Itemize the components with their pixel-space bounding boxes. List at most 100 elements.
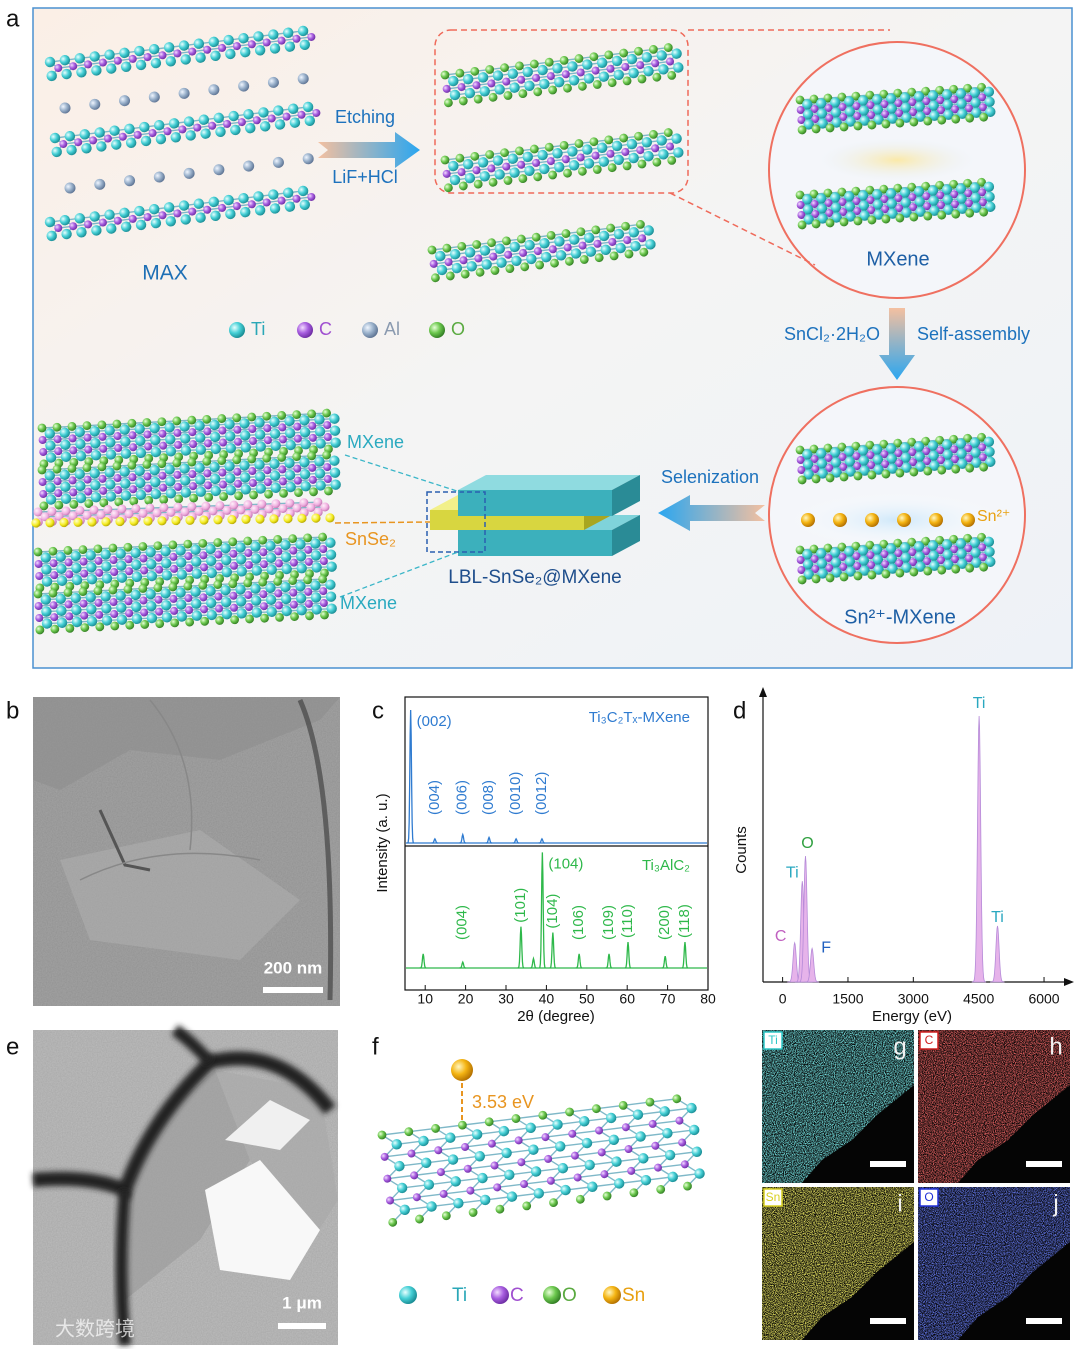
atom	[185, 515, 195, 525]
atom	[39, 489, 48, 498]
atom	[867, 470, 877, 480]
atom	[852, 102, 861, 111]
atom	[909, 203, 918, 212]
x-tick-label: 6000	[1028, 991, 1059, 1007]
peak-label: (118)	[676, 904, 693, 938]
atom	[811, 574, 821, 584]
atom	[119, 466, 130, 477]
atom	[319, 599, 328, 608]
layer-label: MXene	[340, 593, 397, 613]
atom	[857, 95, 869, 106]
atom	[802, 459, 814, 470]
atom	[168, 118, 180, 129]
atom	[45, 452, 57, 463]
map-signal	[918, 1187, 1070, 1340]
atom	[170, 564, 179, 573]
atom	[880, 450, 889, 459]
atom	[550, 258, 559, 268]
atom	[269, 43, 281, 54]
atom	[131, 601, 142, 613]
atom	[174, 440, 183, 449]
atom	[955, 183, 967, 194]
atom	[971, 557, 982, 568]
atom	[178, 87, 190, 99]
legend-label: C	[319, 319, 332, 339]
atom	[941, 184, 953, 195]
atom	[935, 535, 945, 545]
atom	[174, 494, 184, 504]
atom	[436, 1168, 445, 1177]
atom	[188, 207, 197, 216]
atom	[101, 615, 113, 626]
atom	[289, 558, 298, 567]
atom	[115, 590, 126, 601]
atom	[250, 553, 262, 564]
atom	[302, 153, 314, 165]
atom	[128, 214, 137, 223]
atom	[229, 500, 239, 510]
atom	[667, 1171, 678, 1183]
atom	[851, 441, 861, 451]
atom	[881, 119, 891, 129]
atom	[604, 135, 614, 145]
atom	[210, 485, 222, 497]
atom	[115, 516, 125, 527]
atom	[202, 414, 212, 424]
atom	[950, 545, 959, 554]
atom	[155, 133, 167, 145]
atom	[86, 574, 98, 585]
atom	[78, 587, 88, 597]
atom	[455, 153, 465, 163]
atom	[311, 562, 322, 573]
atom	[544, 57, 554, 67]
atom	[984, 546, 995, 557]
atom	[225, 48, 236, 60]
atom	[658, 149, 669, 160]
atom	[330, 437, 341, 448]
atom	[895, 109, 904, 118]
atom	[949, 179, 959, 189]
step-label: Selenization	[661, 467, 759, 487]
atom	[872, 454, 884, 465]
atom	[613, 154, 624, 166]
atom	[555, 1141, 566, 1152]
atom	[539, 78, 550, 90]
atom	[63, 546, 73, 555]
atom	[866, 196, 875, 205]
atom	[144, 496, 154, 505]
atom	[223, 34, 234, 46]
atom	[810, 199, 819, 208]
atom	[979, 207, 989, 217]
atom	[941, 539, 953, 550]
atom	[268, 189, 279, 200]
atom	[281, 605, 292, 617]
atom	[881, 569, 891, 579]
atom	[802, 109, 814, 120]
atom	[219, 480, 228, 489]
atom	[604, 50, 614, 60]
atom	[839, 563, 848, 572]
atom	[410, 1171, 419, 1180]
atom	[555, 250, 567, 261]
atom	[221, 566, 233, 578]
atom	[55, 593, 66, 605]
peak	[419, 953, 427, 969]
atom	[859, 565, 870, 576]
atom	[135, 477, 146, 489]
atom	[56, 605, 67, 616]
atom	[899, 542, 911, 553]
atom	[262, 38, 271, 47]
atom	[297, 25, 309, 37]
atom	[978, 188, 987, 197]
atom	[270, 482, 281, 493]
atom	[928, 195, 939, 206]
atom	[173, 502, 183, 512]
atom	[98, 432, 107, 441]
atom	[831, 467, 842, 478]
atom	[837, 442, 847, 452]
atom	[515, 146, 524, 156]
atom	[292, 194, 301, 203]
atom	[867, 206, 876, 215]
atom	[108, 543, 118, 553]
atom	[150, 476, 161, 488]
